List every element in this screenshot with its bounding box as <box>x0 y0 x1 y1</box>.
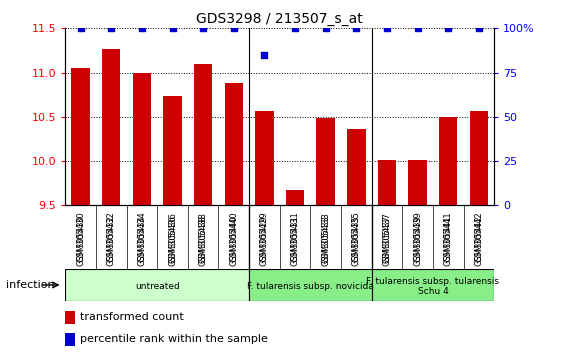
Bar <box>65 311 75 324</box>
Bar <box>255 110 274 205</box>
Text: GSM305431: GSM305431 <box>291 215 299 266</box>
Text: GSM305438: GSM305438 <box>199 212 208 263</box>
Point <box>290 25 299 31</box>
Text: untreated: untreated <box>135 282 179 291</box>
Text: GSM305436: GSM305436 <box>168 215 177 266</box>
Text: GSM305435: GSM305435 <box>352 212 361 262</box>
Bar <box>194 64 212 205</box>
Bar <box>439 117 457 205</box>
Text: GSM305437: GSM305437 <box>382 212 391 263</box>
Point <box>76 25 85 31</box>
Bar <box>347 129 366 205</box>
Point <box>229 25 239 31</box>
Bar <box>133 73 151 205</box>
Point <box>260 52 269 58</box>
Text: GSM305441: GSM305441 <box>444 215 453 266</box>
Text: GSM305434: GSM305434 <box>137 215 147 266</box>
Bar <box>72 68 90 205</box>
Text: GSM305429: GSM305429 <box>260 215 269 266</box>
Bar <box>316 118 335 205</box>
Point <box>107 25 116 31</box>
Bar <box>65 269 249 301</box>
Text: GSM305442: GSM305442 <box>474 212 483 262</box>
Point <box>168 25 177 31</box>
Text: F. tularensis subsp. tularensis
Schu 4: F. tularensis subsp. tularensis Schu 4 <box>366 277 499 296</box>
Text: GSM305431: GSM305431 <box>291 212 299 262</box>
Text: GSM305438: GSM305438 <box>199 215 208 266</box>
Text: GSM305430: GSM305430 <box>76 215 85 266</box>
Bar <box>378 160 396 205</box>
Bar <box>470 110 488 205</box>
Text: GSM305439: GSM305439 <box>413 212 422 262</box>
Bar <box>224 83 243 205</box>
Text: GSM305439: GSM305439 <box>413 215 422 266</box>
Bar <box>371 269 494 301</box>
Text: GSM305429: GSM305429 <box>260 212 269 262</box>
Text: GSM305442: GSM305442 <box>474 215 483 266</box>
Point <box>382 25 391 31</box>
Point <box>199 25 208 31</box>
Text: percentile rank within the sample: percentile rank within the sample <box>80 335 268 344</box>
Text: F. tularensis subsp. novicida: F. tularensis subsp. novicida <box>247 282 374 291</box>
Text: GSM305433: GSM305433 <box>321 212 330 263</box>
Bar <box>408 160 427 205</box>
Point <box>474 25 483 31</box>
Text: GSM305436: GSM305436 <box>168 212 177 263</box>
Text: GSM305437: GSM305437 <box>382 215 391 266</box>
Text: GSM305430: GSM305430 <box>76 212 85 262</box>
Text: GSM305433: GSM305433 <box>321 215 330 266</box>
Text: GSM305441: GSM305441 <box>444 212 453 262</box>
Text: GSM305432: GSM305432 <box>107 215 116 266</box>
Bar <box>249 269 371 301</box>
Title: GDS3298 / 213507_s_at: GDS3298 / 213507_s_at <box>197 12 363 26</box>
Point <box>137 25 147 31</box>
Text: transformed count: transformed count <box>80 312 184 322</box>
Bar <box>65 333 75 346</box>
Point <box>321 25 330 31</box>
Text: GSM305434: GSM305434 <box>137 212 147 262</box>
Point <box>413 25 422 31</box>
Bar <box>164 96 182 205</box>
Text: GSM305440: GSM305440 <box>229 212 239 262</box>
Text: GSM305440: GSM305440 <box>229 215 239 266</box>
Point <box>352 25 361 31</box>
Text: GSM305432: GSM305432 <box>107 212 116 262</box>
Text: GSM305435: GSM305435 <box>352 215 361 266</box>
Bar <box>286 190 304 205</box>
Point <box>444 25 453 31</box>
Text: infection: infection <box>6 280 55 290</box>
Bar <box>102 49 120 205</box>
